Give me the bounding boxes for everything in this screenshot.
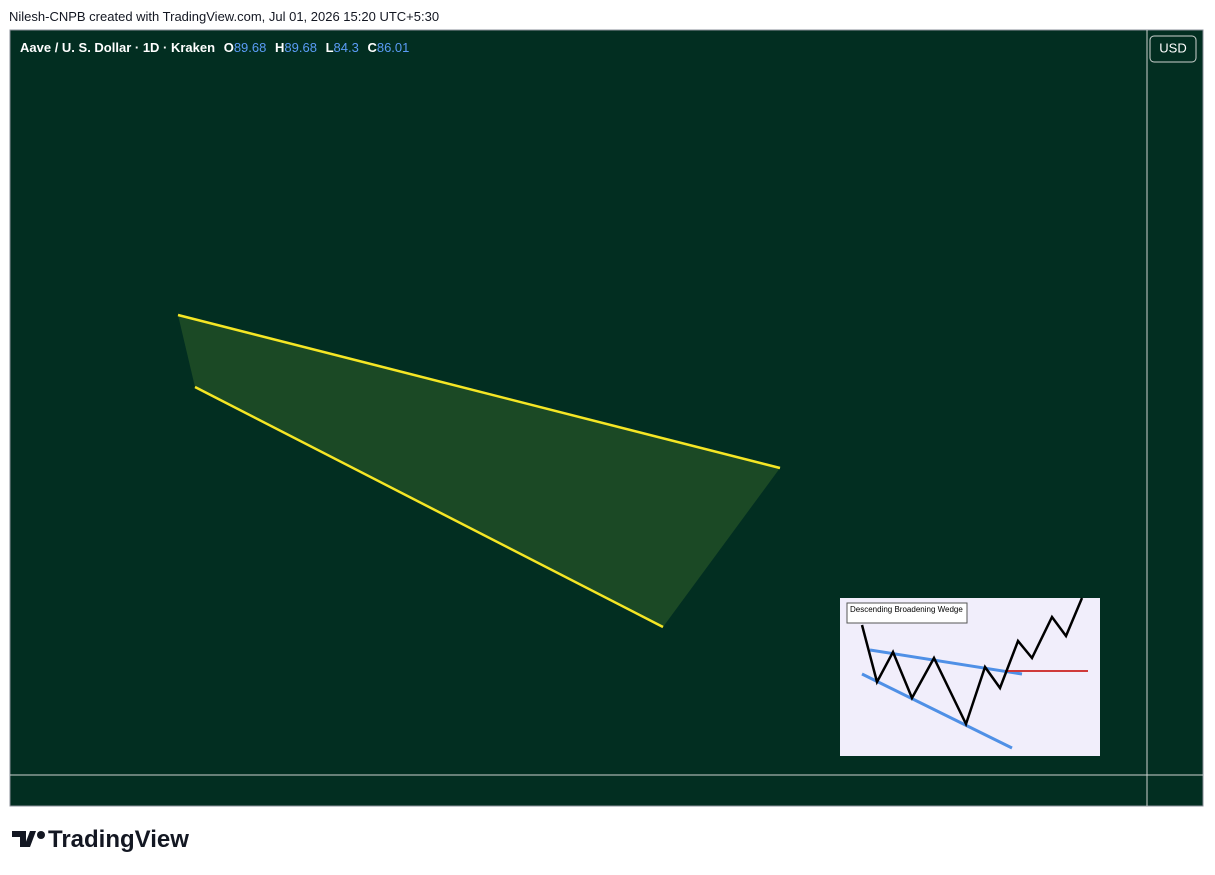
ohlc-key: C <box>367 40 377 55</box>
legend: Aave / U. S. Dollar · 1D · Kraken O89.68… <box>20 40 409 55</box>
ohlc-value: 84.3 <box>333 40 359 55</box>
ohlc-value: 89.68 <box>233 40 267 55</box>
ohlc-key: O <box>223 40 234 55</box>
wedge-fill <box>178 315 780 627</box>
symbol: Aave / U. S. Dollar · 1D · Kraken <box>20 40 216 55</box>
logo-icon <box>12 831 45 847</box>
inset-title: Descending Broadening Wedge <box>850 605 963 614</box>
inset-path <box>860 597 1084 728</box>
ohlc-key: H <box>275 40 285 55</box>
lower-trendline <box>194 385 664 629</box>
inset: Descending Broadening Wedge <box>840 597 1100 756</box>
ohlc-key: L <box>325 40 334 55</box>
inset-lower <box>861 672 1013 750</box>
logo[interactable]: TradingView <box>12 826 189 854</box>
upper-trendline <box>177 313 781 470</box>
inset-upper <box>869 648 1023 676</box>
logo-text: TradingView <box>48 826 189 853</box>
currency[interactable]: USD <box>1159 40 1186 55</box>
inset-title-box <box>846 602 968 624</box>
currency-button[interactable] <box>1149 35 1197 63</box>
ohlc-value: 89.68 <box>284 40 317 55</box>
credit: Nilesh-CNPB created with TradingView.com… <box>9 9 440 24</box>
ohlc-value: 86.01 <box>376 40 410 55</box>
